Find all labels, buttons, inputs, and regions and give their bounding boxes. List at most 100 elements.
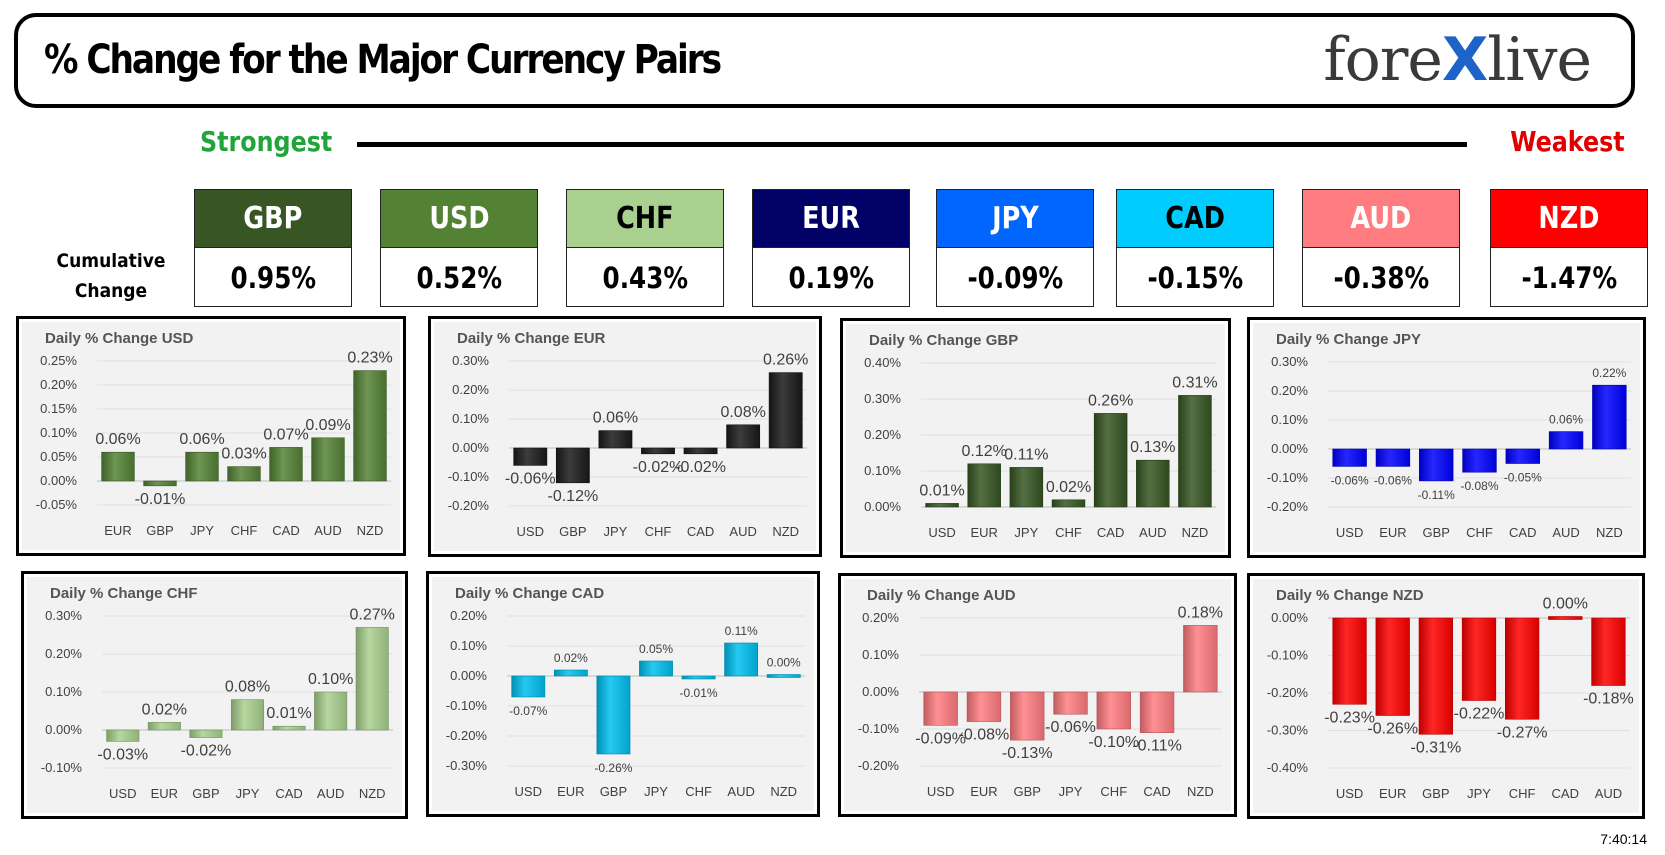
data-label: 0.26% [763,352,808,369]
bar-chf [1096,691,1131,730]
data-label: 0.18% [1178,604,1223,621]
currency-value-text: 0.43% [602,260,688,295]
currency-code-text: EUR [802,201,860,236]
y-tick-label: -0.20% [858,758,900,773]
category-label: USD [928,525,955,540]
bar-usd [513,447,548,466]
bar-cad [1093,413,1128,508]
y-tick-label: 0.10% [450,638,487,653]
bar-nzd [1592,384,1627,450]
y-tick-label: 0.00% [1271,610,1308,625]
chart-title: Daily % Change USD [45,330,194,347]
chart-svg: Daily % Change CAD -0.30% -0.20% -0.10% 0.00… [432,577,814,811]
bar-usd [511,675,546,698]
chart-panel-4: Daily % Change JPY -0.20% -0.10% 0.00% 0.10%… [1247,317,1646,558]
bar-jpy [639,660,673,677]
category-label: NZD [359,786,386,801]
y-tick-label: 0.30% [864,391,901,406]
currency-code: CHF [567,190,723,248]
chart-title: Daily % Change GBP [869,332,1018,349]
category-label: CAD [1552,786,1579,801]
data-label: 0.27% [350,606,395,623]
category-label: EUR [104,523,131,538]
bar-jpy [1009,467,1044,508]
bar-gbp [596,675,631,755]
data-label: -0.18% [1583,691,1634,708]
category-label: CHF [231,523,258,538]
data-label: -0.06% [1331,473,1369,487]
y-tick-label: -0.20% [446,728,488,743]
category-label: GBP [146,523,173,538]
y-tick-label: 0.30% [452,353,489,368]
chart-panel-5: Daily % Change CHF -0.10% 0.00% 0.10% 0.20% 0… [21,571,408,819]
currency-code: EUR [753,190,909,248]
y-tick-label: 0.20% [864,427,901,442]
category-label: JPY [1014,525,1038,540]
currency-value-text: 0.19% [788,260,874,295]
bar-eur [967,463,1001,508]
bar-gbp [1010,691,1045,741]
bar-cad [1548,616,1583,620]
bar-gbp [143,480,177,487]
bar-eur [147,722,181,731]
data-label: 0.11% [1004,446,1048,463]
category-label: USD [1336,786,1363,801]
y-tick-label: 0.00% [862,684,899,699]
currency-box-eur: EUR 0.19% [752,189,910,307]
currency-code-text: NZD [1538,201,1600,236]
bar-eur [553,669,588,677]
bar-usd [925,503,959,508]
chart-svg: Daily % Change AUD -0.20% -0.10% 0.00% 0.10%… [844,579,1231,811]
bar-jpy [185,451,219,482]
y-tick-label: -0.30% [446,758,488,773]
currency-code-text: CHF [616,201,674,236]
bar-cad [272,725,306,731]
data-label: -0.26% [1367,721,1418,738]
currency-box-gbp: GBP 0.95% [194,189,352,307]
category-label: CAD [1143,784,1170,799]
data-label: 0.08% [720,404,765,421]
category-label: GBP [1422,786,1449,801]
data-label: -0.05% [1504,471,1542,485]
category-label: CHF [1466,525,1493,540]
data-label: 0.22% [1592,366,1626,380]
data-label: 0.02% [554,651,588,665]
bar-cad [683,447,718,455]
data-label: -0.31% [1411,739,1462,756]
chart-svg: Daily % Change NZD -0.40% -0.30% -0.20% -0.1… [1253,579,1639,813]
category-label: EUR [557,784,584,799]
data-label: -0.10% [1088,734,1139,751]
category-label: GBP [1422,525,1449,540]
currency-value-text: -0.15% [1147,260,1243,295]
y-tick-label: 0.00% [450,668,487,683]
currency-code: NZD [1491,190,1647,248]
data-label: -0.09% [915,730,966,747]
y-tick-label: 0.00% [40,473,77,488]
currency-value: 0.43% [567,248,723,307]
y-tick-label: -0.10% [41,760,83,775]
y-tick-label: 0.20% [1271,383,1308,398]
bar-aud [1136,459,1170,508]
y-tick-label: 0.30% [45,608,82,623]
bar-cad [269,447,303,482]
currency-code-text: GBP [243,201,303,236]
data-label: 0.02% [1046,479,1091,496]
bar-chf [227,466,261,482]
currency-value: 0.19% [753,248,909,307]
data-label: 0.07% [263,426,308,443]
currency-box-aud: AUD -0.38% [1302,189,1460,307]
currency-value: -0.09% [937,248,1093,307]
category-label: CAD [272,523,299,538]
bar-chf [1462,448,1497,473]
bar-jpy [230,699,265,731]
category-label: AUD [317,786,344,801]
category-label: JPY [236,786,260,801]
category-label: CHF [1509,786,1536,801]
category-label: USD [109,786,136,801]
data-label: -0.26% [594,761,632,775]
chart-title: Daily % Change NZD [1276,587,1424,604]
category-label: AUD [1139,525,1166,540]
y-tick-label: 0.10% [452,411,489,426]
strongest-label: Strongest [200,125,333,158]
y-tick-label: 0.20% [45,646,82,661]
